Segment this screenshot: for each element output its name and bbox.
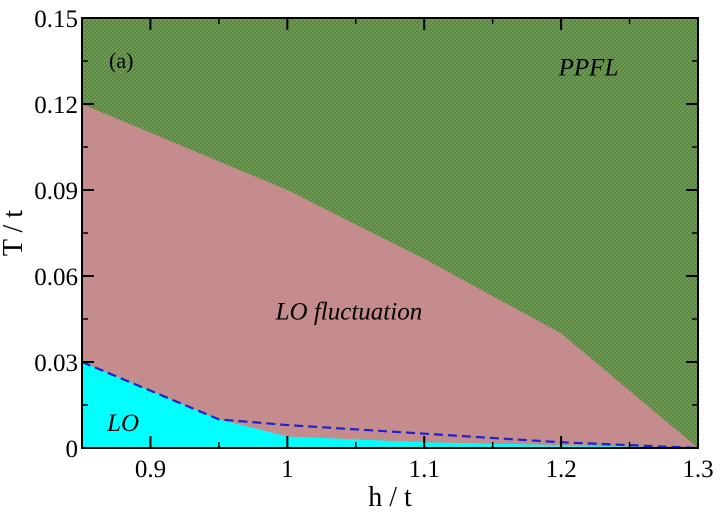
lo-region	[82, 362, 698, 448]
x-tick-label: 1.1	[409, 456, 440, 483]
plot-area	[81, 17, 699, 450]
y-tick-label: 0	[66, 436, 79, 463]
panel-label: (a)	[109, 48, 133, 73]
lo-fluctuation-region	[82, 104, 698, 448]
region-label-lo: LO	[106, 410, 139, 437]
region-label-ppfl: PPFL	[558, 55, 619, 82]
y-axis-label: T / t	[0, 210, 29, 256]
x-tick-label: 1.3	[682, 456, 713, 483]
x-tick-label: 1.2	[545, 456, 576, 483]
x-tick-label: 1	[281, 456, 294, 483]
y-tick-label: 0.15	[34, 6, 78, 33]
y-tick-label: 0.06	[34, 264, 78, 291]
region-label-lo-fluctuation: LO fluctuation	[275, 298, 423, 325]
chart-labels: (a) PPFL LO fluctuation LO h / t T / t	[0, 48, 618, 513]
axis-ticks: 0.9 1 1.1 1.2 1.3 0 0.03 0.06 0.09 0.12 0.15	[34, 6, 713, 483]
y-tick-label: 0.09	[34, 178, 78, 205]
y-tick-label: 0.03	[34, 350, 78, 377]
dashed-boundary-line	[81, 360, 699, 450]
x-axis-label: h / t	[368, 482, 412, 513]
y-tick-label: 0.12	[34, 92, 78, 119]
x-tick-label: 0.9	[135, 456, 166, 483]
